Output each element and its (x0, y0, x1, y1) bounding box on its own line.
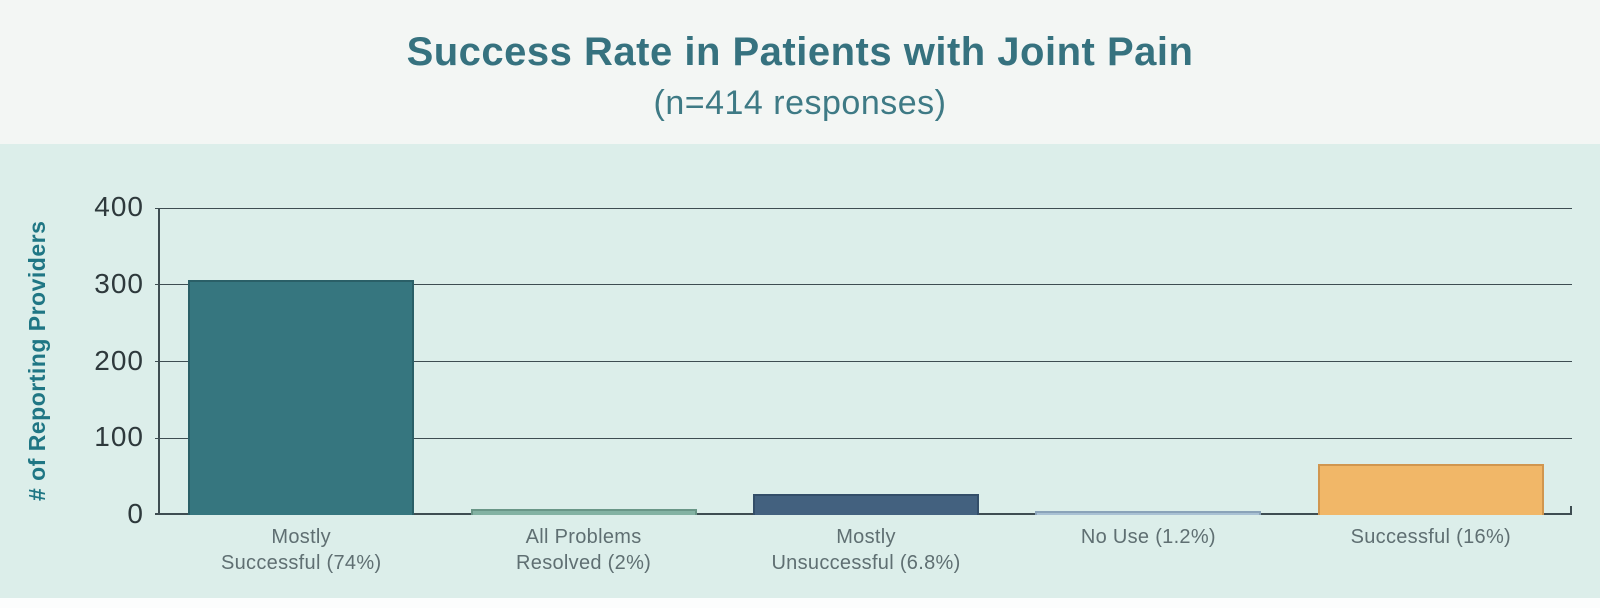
bar-4 (1317, 464, 1544, 515)
gridline-300 (155, 284, 1572, 286)
chart-subtitle: (n=414 responses) (653, 84, 947, 122)
gridline-100 (155, 437, 1572, 439)
x-category-label: No Use (1.2%) (1080, 526, 1216, 548)
x-category-label: Mostly Unsuccessful (6.8%) (771, 526, 961, 574)
y-tick-label: 400 (94, 191, 144, 222)
chart-band: # of Reporting Providers 0 100 200 300 400 Mo… (0, 144, 1600, 598)
x-category-label: All Problems Resolved (2%) (516, 526, 652, 574)
chart-header: Success Rate in Patients with Joint Pain… (0, 0, 1600, 144)
y-axis-title: # of Reporting Providers (24, 220, 50, 502)
bar-0 (188, 280, 415, 515)
y-tick-label: 200 (94, 344, 144, 376)
bar-3 (1035, 511, 1262, 515)
chart-title: Success Rate in Patients with Joint Pain (406, 30, 1194, 74)
y-tick-label: 100 (94, 421, 144, 453)
gridline-400 (155, 207, 1572, 209)
gridline-200 (155, 361, 1572, 362)
x-category-label: Mostly Successful (74%) (220, 526, 382, 574)
plot-area: 0 100 200 300 400 Mostly Successful (74%) All … (94, 191, 1572, 574)
y-tick-label: 300 (94, 267, 144, 299)
bar-2 (753, 493, 979, 515)
x-category-label: Successful (16%) (1350, 526, 1511, 548)
axis-end-tick (1570, 506, 1572, 515)
bar-1 (470, 508, 697, 515)
y-tick-label: 0 (127, 498, 144, 529)
